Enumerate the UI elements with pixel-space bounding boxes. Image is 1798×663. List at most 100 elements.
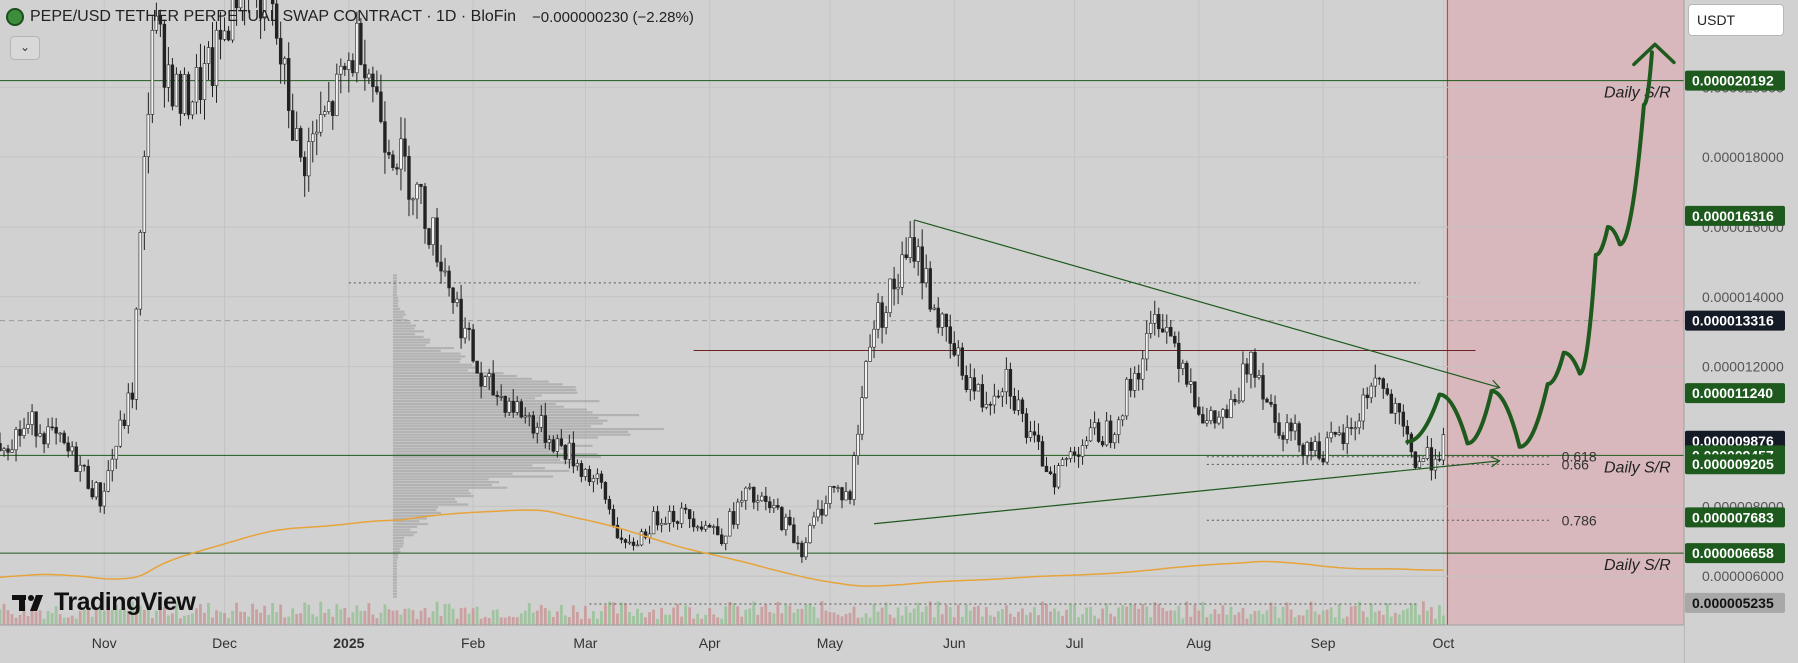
volume-bar: [888, 614, 892, 625]
volume-bar: [648, 612, 651, 625]
time-axis[interactable]: [0, 625, 1684, 663]
candle-body: [1096, 422, 1101, 442]
candle-body: [667, 510, 672, 524]
candle-body: [567, 442, 572, 460]
candle-body: [1112, 434, 1117, 444]
volume-bar: [668, 614, 671, 625]
volume-profile-bar: [392, 536, 405, 540]
candle-body: [10, 449, 14, 453]
symbol-title[interactable]: PEPE/USD TETHER PERPETUAL SWAP CONTRACT …: [30, 8, 517, 25]
volume-profile-bar: [392, 436, 599, 439]
price-axis[interactable]: [1684, 0, 1798, 663]
volume-bar: [832, 612, 836, 625]
volume-bar: [539, 604, 543, 625]
volume-profile-bar: [392, 525, 418, 528]
volume-bar: [1153, 602, 1157, 625]
trendline[interactable]: [874, 460, 1500, 525]
candle-body: [475, 360, 479, 374]
volume-bar: [1137, 608, 1141, 625]
price-change: −0.000000230 (−2.28%): [532, 8, 694, 26]
volume-bar: [215, 610, 218, 625]
volume-profile-bar: [392, 411, 593, 414]
volume-bar: [523, 610, 527, 625]
candle-body: [860, 397, 864, 435]
candle-body: [732, 511, 736, 525]
candle-body: [1161, 328, 1165, 333]
candle-body: [1153, 314, 1157, 324]
candle-body: [1165, 327, 1169, 333]
volume-bar: [1325, 609, 1329, 625]
volume-profile-bar: [392, 478, 489, 481]
daily-sr-label: Daily S/R: [1604, 459, 1671, 476]
volume-profile-bar: [392, 531, 417, 534]
volume-bar: [138, 605, 142, 625]
candle-body: [996, 395, 1001, 398]
price-label-tag: [1685, 543, 1785, 564]
volume-bar: [664, 614, 667, 625]
volume-bar: [263, 605, 267, 625]
candle-body: [940, 313, 944, 328]
candle-body: [1317, 441, 1321, 459]
candle-body: [832, 486, 836, 488]
volume-bar: [1209, 613, 1213, 625]
candle-body: [258, 0, 263, 19]
candle-body: [868, 346, 872, 362]
candle-body: [499, 396, 503, 398]
candle-body: [70, 446, 74, 452]
candle-body: [627, 541, 632, 544]
candle-body: [1024, 413, 1029, 438]
volume-bar: [1037, 615, 1040, 625]
volume-bar: [507, 616, 511, 625]
volume-profile-bar: [392, 495, 474, 498]
volume-bar: [483, 616, 487, 625]
candle-body: [1149, 322, 1153, 334]
candle-body: [483, 376, 487, 387]
volume-bar: [223, 613, 226, 625]
candle-body: [964, 375, 968, 390]
price-label-text: 0.000007683: [1692, 509, 1774, 525]
volume-bar: [640, 612, 643, 625]
candle-body: [1357, 420, 1361, 429]
volume-bar: [423, 607, 427, 625]
volume-bar: [451, 608, 455, 625]
forecast-path[interactable]: [1405, 50, 1654, 449]
volume-bar: [1217, 613, 1221, 625]
volume-profile-bar: [392, 514, 434, 517]
volume-bar: [110, 610, 114, 625]
volume-profile-bar: [392, 335, 424, 338]
volume-bar: [988, 615, 992, 625]
candle-body: [711, 526, 716, 528]
candle-body: [375, 86, 379, 93]
candle-body: [587, 469, 592, 483]
volume-bar: [0, 609, 2, 625]
volume-bar: [1249, 614, 1253, 625]
volume-bar: [239, 611, 242, 625]
candle-body: [800, 542, 804, 558]
volume-profile-bar: [392, 467, 545, 470]
candle-body: [1209, 410, 1213, 421]
volume-profile-bar: [392, 377, 532, 380]
candle-body: [50, 426, 54, 429]
candle-body: [1048, 471, 1053, 475]
candle-body: [920, 246, 924, 284]
candle-body: [399, 138, 403, 170]
candle-body: [1169, 327, 1173, 337]
volume-profile-bar: [392, 464, 533, 467]
volume-bar: [447, 603, 451, 625]
trendline[interactable]: [914, 219, 1500, 389]
candle-body: [1253, 351, 1257, 378]
candle-body: [1417, 461, 1422, 468]
candle-body: [944, 313, 948, 328]
volume-profile-bar: [392, 486, 508, 489]
volume-profile-bar: [392, 441, 557, 445]
candle-body: [355, 22, 359, 74]
candle-body: [511, 400, 515, 413]
volume-bar: [1281, 606, 1285, 625]
volume-bar: [571, 605, 575, 625]
currency-selector[interactable]: USDT: [1688, 4, 1784, 36]
volume-bar: [652, 609, 655, 625]
candle-body: [407, 156, 411, 200]
chevron-down-icon[interactable]: ⌄: [10, 36, 40, 60]
